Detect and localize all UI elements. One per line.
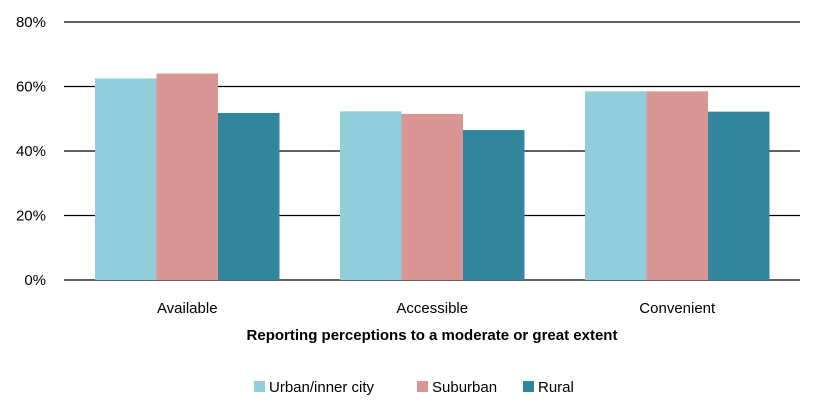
legend-label: Rural (538, 379, 574, 396)
x-axis-label: Reporting perceptions to a moderate or g… (247, 327, 618, 344)
legend: Urban/inner city Suburban Rural (254, 379, 574, 396)
y-tick-label: 80% (16, 14, 46, 31)
y-tick-label: 0% (24, 272, 46, 289)
y-tick-label: 20% (16, 208, 46, 225)
bar-convenient-3 (708, 111, 770, 280)
legend-swatch (417, 381, 428, 392)
bars (95, 73, 770, 281)
bar-available-1 (95, 78, 157, 280)
bar-accessible-2 (401, 113, 463, 280)
y-tick-label: 40% (16, 143, 46, 160)
bar-available-2 (156, 73, 218, 280)
legend-item-3: Rural (523, 379, 574, 396)
y-tick-label: 60% (16, 79, 46, 96)
legend-label: Urban/inner city (269, 379, 375, 396)
legend-item-2: Suburban (417, 379, 497, 396)
bar-convenient-2 (646, 91, 708, 281)
bar-accessible-1 (340, 111, 402, 281)
bar-accessible-3 (463, 130, 525, 280)
legend-swatch (254, 381, 265, 392)
y-axis-tick-labels: 0% 20% 40% 60% 80% (16, 14, 46, 289)
bar-convenient-1 (585, 91, 647, 281)
legend-swatch (523, 381, 534, 392)
legend-label: Suburban (432, 379, 497, 396)
legend-item-1: Urban/inner city (254, 379, 375, 396)
x-tick-label-convenient: Convenient (639, 300, 716, 317)
x-axis-tick-labels: Available Accessible Convenient (157, 300, 716, 317)
bar-available-3 (218, 112, 280, 280)
x-tick-label-available: Available (157, 300, 218, 317)
x-tick-label-accessible: Accessible (396, 300, 468, 317)
